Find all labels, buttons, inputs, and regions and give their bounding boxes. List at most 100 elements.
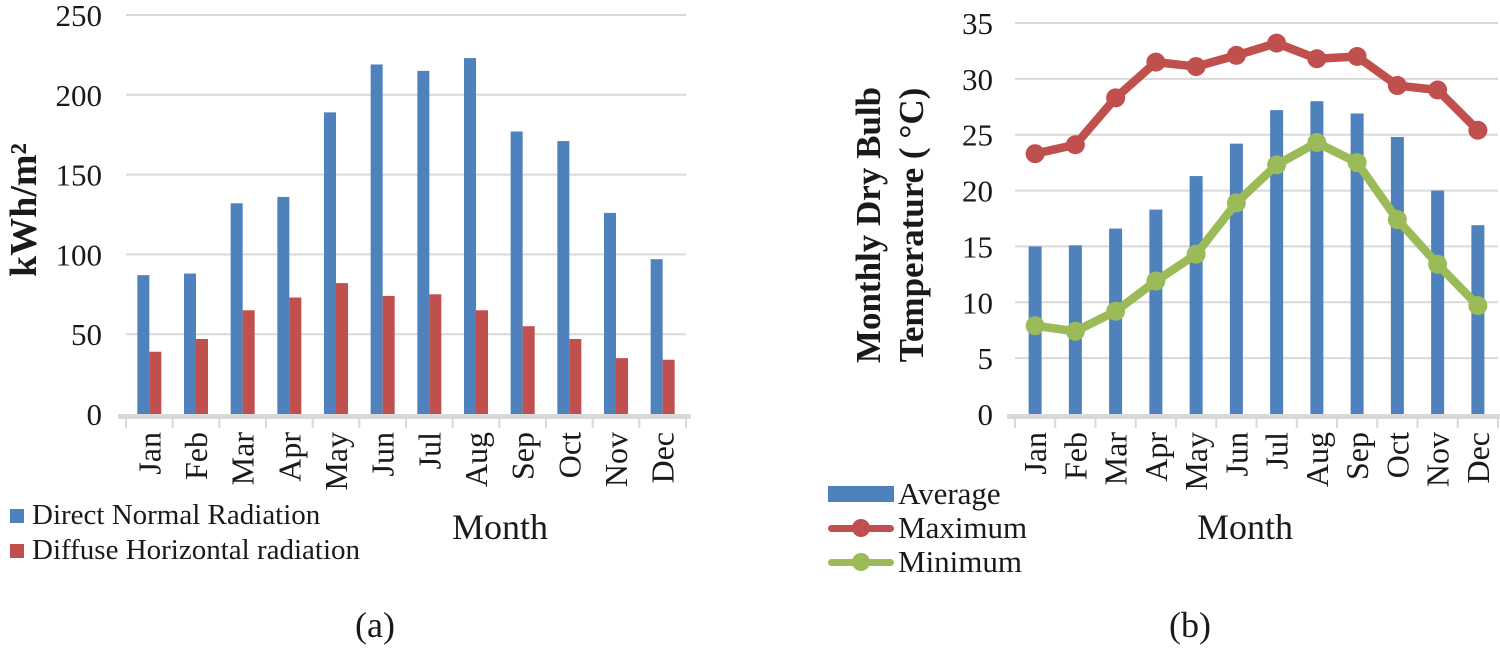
bar-direct-normal-radiation (137, 275, 150, 414)
chart-a-x-axis-title: Month (451, 507, 548, 547)
direct-normal-radiation-swatch-icon (10, 508, 24, 523)
x-tick-label: Oct (551, 432, 587, 478)
legend-label: Diffuse Horizontal radiation (32, 534, 361, 566)
bar-diffuse-horizontal-radiation (242, 310, 255, 414)
bar-average (1431, 190, 1445, 414)
y-axis-title: kWh/m² (3, 143, 45, 277)
x-tick-label: Aug (1299, 432, 1335, 487)
y-tick-label: 150 (56, 158, 103, 193)
marker-minimum (1307, 133, 1327, 153)
bar-average (1350, 113, 1364, 414)
legend-label: Maximum (898, 510, 1028, 545)
marker-minimum (1428, 254, 1448, 274)
bar-diffuse-horizontal-radiation (429, 294, 442, 414)
y-tick-label: 25 (962, 118, 993, 153)
x-axis-line (1007, 414, 1500, 419)
y-axis-title: Temperature ( °C) (892, 88, 931, 363)
bar-direct-normal-radiation (464, 58, 476, 414)
diffuse-horizontal-radiation-swatch-icon (10, 543, 24, 558)
bar-diffuse-horizontal-radiation (476, 310, 488, 414)
bar-diffuse-horizontal-radiation (336, 283, 348, 414)
bar-average (1310, 101, 1324, 414)
bar-direct-normal-radiation (604, 212, 616, 414)
x-tick-label: Feb (178, 432, 214, 480)
marker-minimum (1347, 153, 1367, 173)
marker-minimum (1106, 301, 1126, 321)
x-tick-label: Mar (1098, 432, 1134, 486)
chart-b-x-axis-title: Month (1196, 507, 1293, 547)
bar-diffuse-horizontal-radiation (522, 326, 535, 414)
bar-diffuse-horizontal-radiation (616, 358, 628, 414)
x-tick-label: Jan (1017, 432, 1053, 475)
marker-maximum (1387, 76, 1407, 96)
legend-item-diffuse-horizontal-radiation: Diffuse Horizontal radiation (10, 533, 360, 568)
bar-diffuse-horizontal-radiation (382, 295, 395, 414)
legend-item-direct-normal-radiation: Direct Normal Radiation (10, 498, 360, 533)
marker-maximum (1025, 144, 1045, 164)
y-tick-label: 250 (56, 0, 103, 33)
bar-direct-normal-radiation (324, 112, 336, 414)
marker-minimum (1065, 321, 1085, 341)
marker-maximum (1428, 80, 1448, 100)
y-tick-label: 0 (978, 397, 994, 432)
marker-minimum (1186, 244, 1206, 264)
x-tick-label: Jun (1218, 432, 1254, 476)
y-axis-title: Monthly Dry Bulb (849, 87, 888, 363)
x-tick-label: Apr (271, 432, 307, 482)
average-bar-swatch-icon (828, 486, 894, 502)
legend-label: Average (898, 476, 1001, 511)
bar-average (1149, 209, 1163, 414)
y-tick-label: 35 (962, 6, 993, 41)
bar-average (1189, 176, 1203, 414)
bar-direct-normal-radiation (650, 259, 663, 414)
temperature-combo-chart: 0 5 10 15 20 25 30 35 Jan Feb Mar Apr May Jun Jul Aug Se… (849, 6, 1500, 491)
y-tick-label: 50 (71, 317, 102, 352)
marker-minimum (1468, 296, 1488, 316)
marker-minimum (1025, 316, 1045, 336)
x-tick-label: Sep (505, 432, 541, 480)
maximum-line-swatch-icon (828, 518, 894, 538)
caption-b: (b) (1169, 605, 1211, 645)
minimum-line-swatch-icon (828, 552, 894, 572)
x-tick-label: Apr (1138, 432, 1174, 482)
y-tick-label: 100 (56, 237, 103, 272)
x-tick-label: Feb (1057, 432, 1093, 480)
x-tick-label: Jan (131, 432, 167, 475)
marker-maximum (1146, 52, 1166, 72)
y-tick-label: 0 (87, 397, 103, 432)
y-tick-label: 20 (962, 174, 993, 209)
y-tick-label: 15 (962, 229, 993, 264)
bar-average (1471, 225, 1485, 414)
x-tick-label: May (1178, 432, 1214, 491)
x-tick-label: Aug (458, 432, 494, 487)
bar-direct-normal-radiation (370, 64, 383, 414)
marker-maximum (1065, 135, 1085, 155)
marker-minimum (1146, 271, 1166, 291)
legend-item-minimum: Minimum (828, 544, 1027, 579)
marker-minimum (1267, 155, 1287, 175)
x-tick-label: Jul (411, 432, 447, 469)
bar-diffuse-horizontal-radiation (289, 297, 302, 414)
y-tick-label: 5 (978, 341, 994, 376)
legend-item-average: Average (828, 476, 1027, 511)
bar-direct-normal-radiation (510, 131, 523, 414)
bar-diffuse-horizontal-radiation (196, 338, 208, 414)
x-tick-label: Oct (1379, 432, 1415, 478)
marker-maximum (1106, 88, 1126, 108)
x-tick-label: Jun (365, 432, 401, 476)
bar-average (1270, 110, 1284, 414)
bar-direct-normal-radiation (230, 203, 243, 414)
bar-average (1390, 136, 1404, 414)
marker-maximum (1468, 120, 1488, 140)
x-tick-label: Dec (645, 432, 681, 484)
legend-label: Direct Normal Radiation (32, 499, 321, 531)
x-axis-line (118, 414, 691, 419)
x-tick-label: Jul (1259, 432, 1295, 469)
x-tick-label: May (318, 432, 354, 491)
x-tick-label: Sep (1339, 432, 1375, 480)
temperature-chart-legend: Average Maximum Minimum (828, 476, 1028, 579)
x-tick-label: Dec (1460, 432, 1496, 484)
radiation-chart-legend: Direct Normal Radiation Diffuse Horizont… (10, 498, 360, 568)
y-tick-label: 30 (962, 62, 993, 97)
